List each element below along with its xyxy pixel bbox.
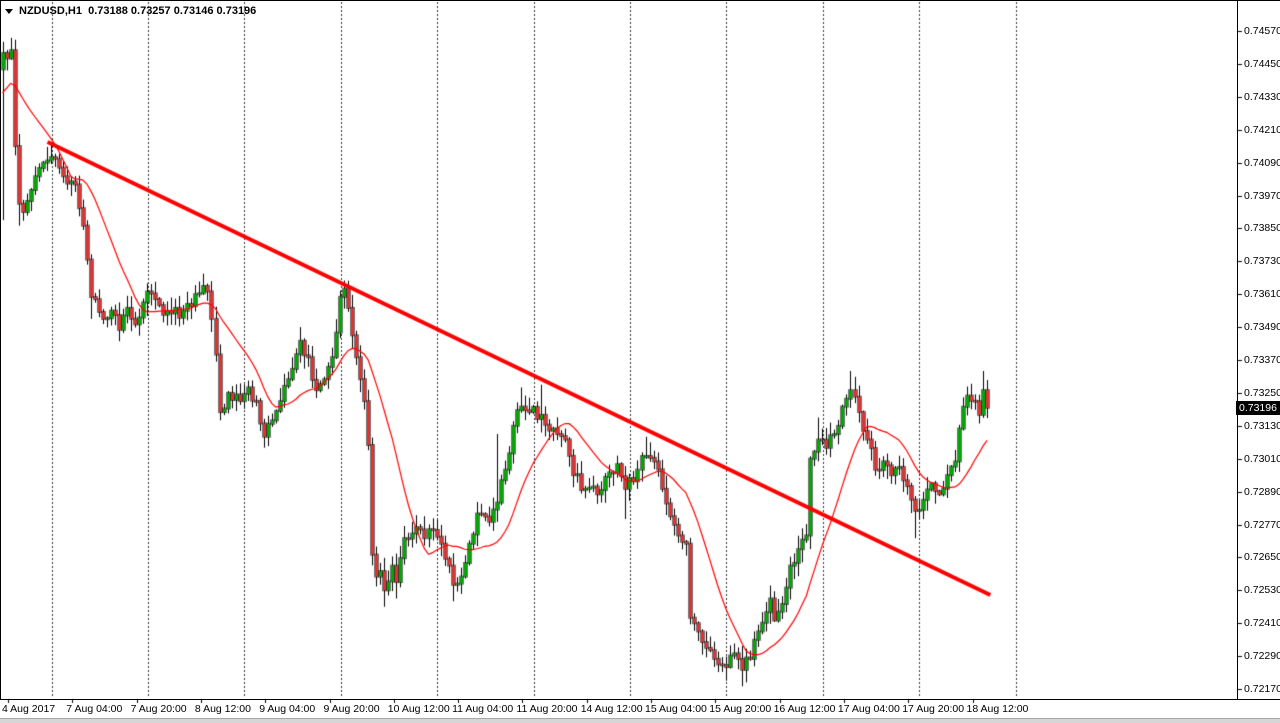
chart-left-border — [0, 1, 1, 699]
ohlc-label: 0.73188 0.73257 0.73146 0.73196 — [88, 5, 257, 17]
price-axis-label: 0.74330 — [1244, 90, 1280, 103]
price-axis-label: 0.73370 — [1244, 354, 1280, 366]
price-axis-label: 0.74210 — [1244, 123, 1280, 136]
time-axis-label: 17 Aug 20:00 — [902, 703, 965, 715]
time-axis-label: 11 Aug 20:00 — [516, 703, 578, 715]
time-axis-label: 9 Aug 04:00 — [259, 703, 316, 715]
price-axis-label: 0.74450 — [1244, 57, 1280, 70]
current-price-badge: 0.73196 — [1236, 400, 1280, 415]
time-axis-label: 7 Aug 04:00 — [66, 703, 123, 715]
price-axis-label: 0.74090 — [1244, 156, 1280, 169]
price-axis-label: 0.73010 — [1244, 452, 1280, 465]
price-axis-line[interactable] — [1237, 1, 1238, 699]
time-axis-label: 4 Aug 2017 — [2, 703, 56, 715]
price-axis-label: 0.72770 — [1244, 518, 1280, 531]
time-axis-label: 15 Aug 20:00 — [709, 703, 772, 715]
time-axis-label: 7 Aug 20:00 — [130, 703, 187, 715]
symbol-period-label: NZDUSD,H1 — [19, 5, 82, 17]
price-axis-label: 0.73730 — [1244, 255, 1280, 268]
time-axis-label: 18 Aug 12:00 — [966, 703, 1029, 715]
price-axis-label: 0.73250 — [1244, 386, 1280, 399]
time-axis-label: 9 Aug 20:00 — [323, 703, 380, 715]
price-axis-label: 0.72410 — [1244, 617, 1280, 630]
price-axis-label: 0.72530 — [1244, 584, 1280, 597]
time-axis-label: 14 Aug 12:00 — [580, 703, 643, 715]
price-axis-label: 0.73970 — [1244, 189, 1280, 202]
window-bottom-edge — [0, 718, 1280, 723]
symbol-dropdown-icon[interactable] — [5, 8, 13, 14]
time-axis-label: 10 Aug 12:00 — [387, 703, 450, 715]
price-axis-label: 0.73490 — [1244, 321, 1280, 334]
price-axis-label: 0.73610 — [1244, 288, 1280, 301]
time-axis-label: 17 Aug 04:00 — [837, 703, 900, 715]
chart-title: NZDUSD,H1 0.73188 0.73257 0.73146 0.7319… — [5, 4, 256, 18]
price-axis-label: 0.72890 — [1244, 485, 1280, 498]
price-axis-label: 0.72170 — [1244, 683, 1280, 695]
time-axis-label: 15 Aug 04:00 — [645, 703, 707, 715]
price-axis-label: 0.72290 — [1244, 650, 1280, 663]
price-axis-label: 0.73850 — [1244, 222, 1280, 235]
time-axis-label: 8 Aug 12:00 — [194, 703, 251, 715]
time-axis-label: 16 Aug 12:00 — [773, 703, 836, 715]
price-axis-label: 0.74570 — [1244, 25, 1280, 37]
price-axis-label: 0.72650 — [1244, 551, 1280, 564]
time-axis-label: 11 Aug 04:00 — [452, 703, 514, 715]
time-axis-line — [0, 699, 1280, 700]
price-axis-label: 0.73130 — [1244, 419, 1280, 432]
